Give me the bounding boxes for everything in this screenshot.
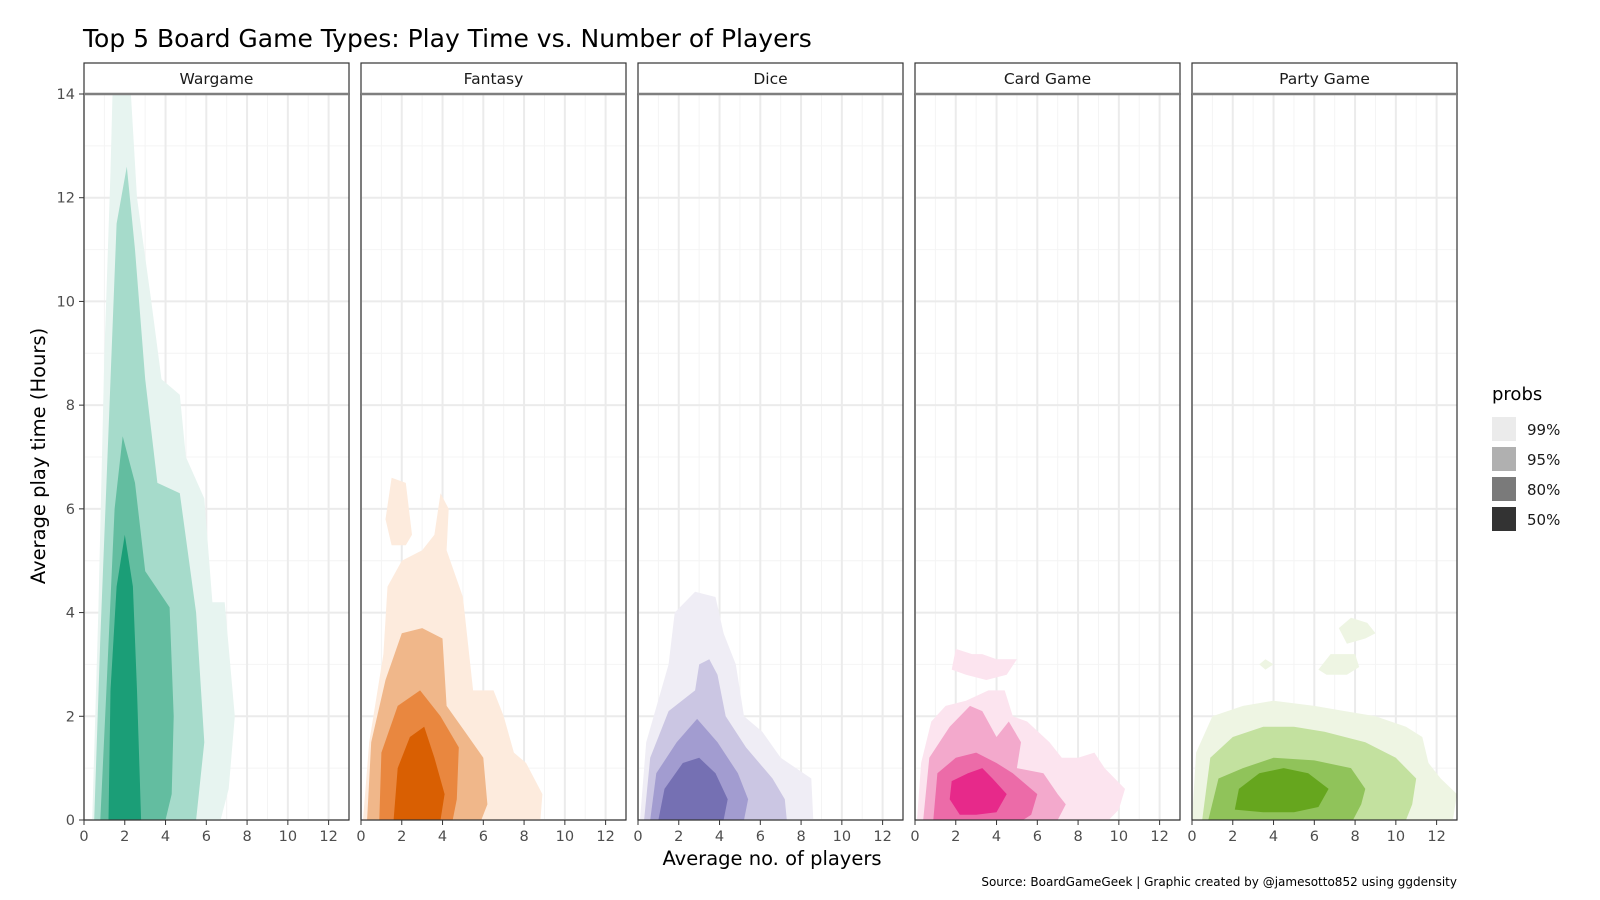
x-tick-label: 10 [556,829,574,845]
x-tick-label: 6 [1310,829,1319,845]
panel-dice: Dice 0 2 4 6 8 10 12 [633,62,904,845]
x-tick-label: 2 [397,829,406,845]
x-tick-label: 12 [1427,829,1445,845]
strip [83,62,350,95]
panel-party-game: Party Game 0 2 4 6 8 10 12 [1187,62,1458,845]
panel-fantasy: Fantasy 0 2 4 6 8 10 12 [356,62,627,845]
x-tick-label: 12 [873,829,891,845]
x-tick-label: 2 [674,829,683,845]
strip [914,62,1181,95]
x-tick-label: 2 [1228,829,1237,845]
x-tick-label: 10 [279,829,297,845]
legend-label: 99% [1527,421,1560,439]
x-tick-label: 6 [479,829,488,845]
legend-key [1492,447,1516,471]
y-tick-label: 10 [57,294,75,310]
strip-label: Dice [753,70,787,88]
legend: probs 99% 95% 80% 50% [1492,384,1560,531]
x-tick-label: 0 [910,829,919,845]
x-tick-label: 4 [438,829,447,845]
density-region-50 [393,726,445,820]
x-tick-label: 8 [796,829,805,845]
y-tick-label: 2 [66,709,75,725]
x-tick-label: 10 [833,829,851,845]
legend-key [1492,477,1516,501]
y-tick-label: 12 [57,191,75,207]
strip-label: Fantasy [464,70,524,88]
x-tick-label: 0 [633,829,642,845]
facet-panels: Wargame 0 2 4 6 8 10 12 Fantasy 0 2 4 6 8 10 12 Dice 0 2 4 6… [79,62,1458,845]
panel-card-game: Card Game 0 2 4 6 8 10 12 [910,62,1181,845]
density-region-50 [108,534,142,820]
density-region-50 [658,757,728,820]
y-axis: 0 2 4 6 8 10 12 14 [57,87,84,829]
strip [360,62,627,95]
x-tick-label: 4 [1269,829,1278,845]
x-tick-label: 8 [242,829,251,845]
x-tick-label: 6 [202,829,211,845]
legend-label: 80% [1527,481,1560,499]
x-tick-label: 10 [1110,829,1128,845]
legend-key [1492,507,1516,531]
x-tick-label: 4 [161,829,170,845]
y-axis-title: Average play time (Hours) [27,328,50,584]
chart-title: Top 5 Board Game Types: Play Time vs. Nu… [82,24,812,53]
x-tick-label: 12 [319,829,337,845]
x-tick-label: 8 [519,829,528,845]
x-tick-label: 6 [756,829,765,845]
x-tick-label: 10 [1387,829,1405,845]
x-tick-label: 2 [120,829,129,845]
x-axis-title: Average no. of players [662,847,881,870]
x-tick-label: 8 [1350,829,1359,845]
panel-wargame: Wargame 0 2 4 6 8 10 12 [79,62,350,845]
y-tick-label: 0 [66,813,75,829]
legend-label: 95% [1527,451,1560,469]
x-tick-label: 12 [596,829,614,845]
x-tick-label: 6 [1033,829,1042,845]
x-tick-label: 12 [1150,829,1168,845]
legend-title: probs [1492,384,1542,405]
y-tick-label: 14 [57,87,75,103]
y-tick-label: 6 [66,502,75,518]
x-tick-label: 0 [356,829,365,845]
x-tick-label: 8 [1073,829,1082,845]
strip-label: Wargame [180,70,254,88]
x-tick-label: 0 [1187,829,1196,845]
strip-label: Card Game [1004,70,1091,88]
chart-caption: Source: BoardGameGeek | Graphic created … [981,875,1457,889]
x-tick-label: 4 [992,829,1001,845]
x-tick-label: 2 [951,829,960,845]
strip-label: Party Game [1279,70,1370,88]
legend-label: 50% [1527,511,1560,529]
legend-key [1492,417,1516,441]
strip [1191,62,1458,95]
density-region-50 [949,768,1007,815]
x-tick-label: 4 [715,829,724,845]
density-region-50 [1234,768,1329,813]
y-tick-label: 8 [66,398,75,414]
x-tick-label: 0 [79,829,88,845]
y-tick-label: 4 [66,606,75,622]
